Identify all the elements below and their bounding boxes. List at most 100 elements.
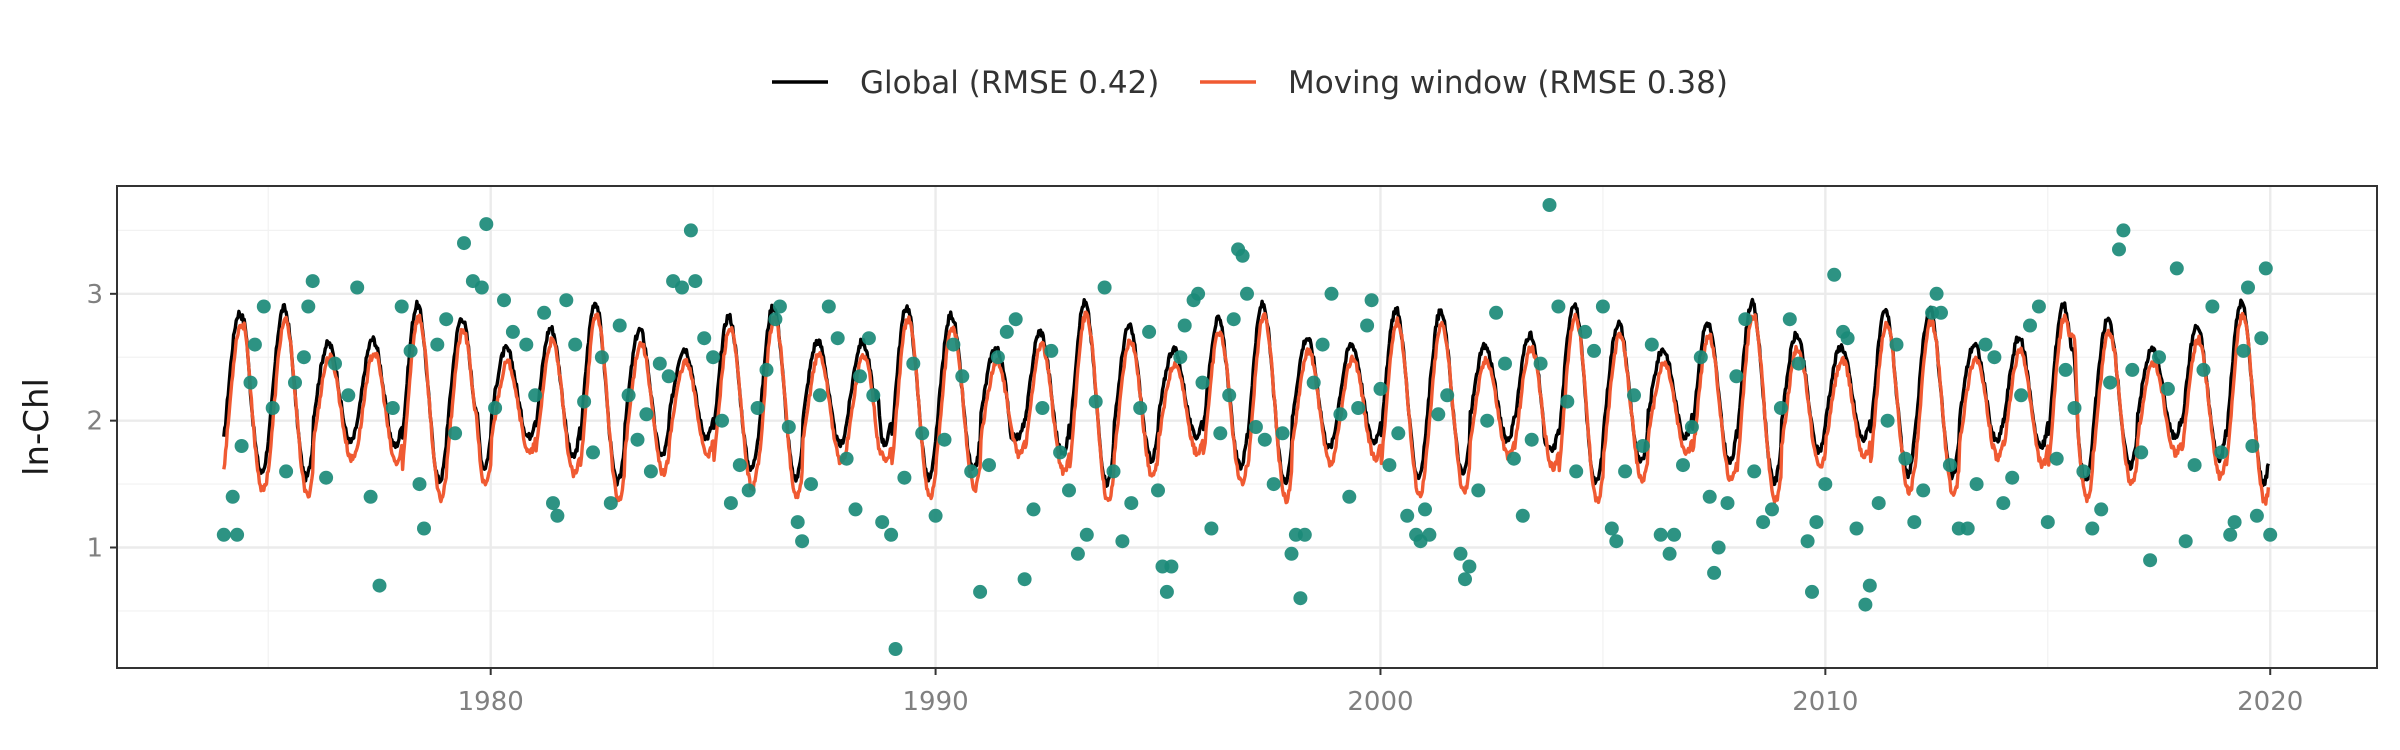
observation-point	[328, 356, 342, 371]
observation-point	[2245, 439, 2260, 453]
observation-point	[1088, 394, 1103, 409]
observation-point	[417, 521, 431, 536]
observation-point	[1471, 483, 1486, 498]
observation-point	[497, 293, 511, 308]
observation-point	[1035, 401, 1050, 415]
observation-point	[2205, 299, 2220, 314]
observation-point	[999, 324, 1014, 339]
observation-point	[1498, 356, 1512, 371]
observation-point	[946, 337, 961, 352]
observation-point	[305, 274, 320, 289]
observation-point	[265, 401, 280, 415]
panel-border	[116, 185, 2378, 669]
x-tick-label: 2010	[1792, 687, 1858, 717]
observation-point	[804, 477, 818, 492]
observation-point	[675, 280, 689, 295]
observation-point	[1800, 534, 1815, 549]
observation-point	[2196, 362, 2211, 377]
observation-point	[1275, 426, 1290, 441]
y-axis-title: ln-Chl	[17, 378, 57, 476]
observation-point	[1133, 401, 1148, 415]
observation-point	[1151, 483, 1165, 498]
observation-point	[341, 388, 356, 403]
observation-point	[1079, 527, 1094, 542]
observation-point	[1164, 559, 1179, 574]
observation-point	[1880, 413, 1895, 428]
observation-point	[1008, 312, 1023, 327]
observation-point	[1889, 337, 1904, 352]
observation-point	[1765, 502, 1779, 517]
observation-point	[884, 527, 899, 542]
observation-point	[1142, 324, 1157, 339]
observation-point	[403, 343, 418, 358]
observation-point	[2223, 527, 2238, 542]
observation-point	[1480, 413, 1495, 428]
legend: Global (RMSE 0.42) Moving window (RMSE 0.…	[772, 65, 1728, 101]
observation-point	[973, 584, 988, 599]
observation-point	[1293, 591, 1308, 606]
observation-point	[1818, 477, 1833, 492]
observation-point	[1653, 527, 1668, 542]
observation-point	[1053, 445, 1068, 460]
observation-point	[1756, 515, 1771, 530]
observation-point	[1978, 337, 1993, 352]
observation-point	[1240, 286, 1254, 301]
observation-point	[1604, 521, 1619, 536]
observation-point	[1333, 407, 1348, 422]
observation-point	[1342, 489, 1357, 504]
observation-point	[915, 426, 930, 441]
observation-point	[821, 299, 836, 314]
observation-point	[2067, 401, 2082, 415]
observation-point	[448, 426, 463, 441]
observation-point	[1858, 597, 1873, 612]
observation-point	[1711, 540, 1726, 555]
observation-point	[528, 388, 543, 403]
observation-point	[1729, 369, 1744, 384]
observation-point	[2187, 458, 2202, 473]
observation-point	[1969, 477, 1984, 492]
observation-point	[2263, 527, 2278, 542]
observation-point	[1773, 401, 1788, 415]
observation-point	[1805, 584, 1819, 599]
observation-point	[1360, 318, 1375, 333]
y-axis-ticks: 1 2 3	[86, 280, 117, 564]
observation-point	[1627, 388, 1641, 403]
observation-point	[1907, 515, 1922, 530]
observation-point	[2116, 223, 2131, 238]
observation-point	[594, 350, 609, 365]
observation-point	[643, 464, 658, 479]
observation-point	[795, 534, 810, 549]
observation-point	[955, 369, 970, 384]
observation-point	[2241, 280, 2255, 295]
observation-point	[1026, 502, 1041, 517]
observation-point	[2076, 464, 2091, 479]
observation-point	[1506, 451, 1521, 466]
observation-point	[1106, 464, 1121, 479]
observation-point	[385, 401, 400, 415]
observation-point	[2152, 350, 2166, 365]
observation-point	[706, 350, 721, 365]
observation-point	[247, 337, 262, 352]
observation-point	[861, 331, 876, 346]
observation-point	[1609, 534, 1624, 549]
observation-point	[2134, 445, 2149, 460]
observation-point	[1070, 546, 1085, 561]
observation-point	[2031, 299, 2046, 314]
observation-point	[230, 527, 245, 542]
observation-point	[2103, 375, 2118, 390]
observation-point	[1707, 565, 1722, 580]
x-axis-ticks: 1980 1990 2000 2010 2020	[458, 668, 2303, 717]
observation-point	[586, 445, 600, 460]
observation-point	[688, 274, 703, 289]
observation-point	[1284, 546, 1299, 561]
observation-point	[906, 356, 921, 371]
observation-point	[2023, 318, 2037, 333]
observation-point	[1809, 515, 1824, 530]
observation-point	[288, 375, 302, 390]
observation-point	[759, 362, 774, 377]
observation-point	[1862, 578, 1877, 593]
observation-point	[1644, 337, 1659, 352]
observation-point	[723, 496, 738, 511]
x-tick-label: 1990	[902, 687, 968, 717]
